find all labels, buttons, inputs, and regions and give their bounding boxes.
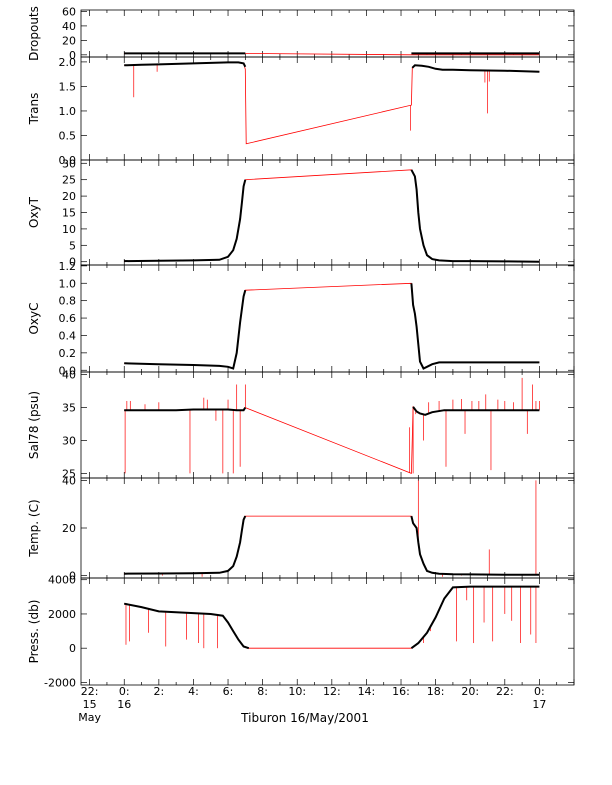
panel-frame	[80, 371, 575, 479]
raw-data-line	[124, 169, 540, 263]
y-tick-label: 2000	[48, 608, 76, 621]
x-tick-label: 22:	[496, 685, 514, 698]
y-tick-label: 40	[62, 20, 76, 33]
y-tick-label: 25	[62, 174, 76, 187]
panel-frame	[80, 56, 575, 161]
x-tick-label: 6:	[223, 685, 234, 698]
y-axis-label: OxyC	[27, 302, 41, 334]
x-tick-label: 14:	[358, 685, 376, 698]
clean-data-line	[124, 61, 247, 68]
panel-frame	[80, 477, 575, 579]
x-tick-label: 8:	[257, 685, 268, 698]
clean-data-line	[124, 602, 250, 650]
clean-data-line	[410, 169, 540, 263]
y-tick-label: 1.0	[59, 277, 77, 290]
panel-frame	[80, 577, 575, 686]
clean-data-line	[124, 179, 247, 263]
clean-data-line	[410, 585, 540, 650]
y-tick-label: 2.0	[59, 56, 77, 69]
y-tick-label: 35	[62, 402, 76, 415]
figure-title: Tiburon 16/May/2001	[240, 711, 369, 725]
panel-frame	[80, 159, 575, 266]
y-axis-label: Sal78 (psu)	[27, 391, 41, 459]
y-axis-label: Trans	[27, 93, 41, 126]
y-tick-label: 4000	[48, 574, 76, 587]
panel-3: 0 5 10 15 20 25 30 OxyT	[27, 157, 575, 269]
y-tick-label: 10	[62, 223, 76, 236]
panels: 0204060Dropouts0.00.51.01.52.0Trans05101…	[27, 5, 575, 689]
raw-data-line	[124, 515, 540, 576]
y-tick-label: 5	[69, 239, 76, 252]
y-tick-label: 1.2	[59, 260, 77, 273]
x-tick-sublabel: 17	[532, 698, 546, 711]
panel-frame	[80, 264, 575, 373]
panel-2: 0.0 0.5 1.0 1.5 2.0 Trans	[27, 56, 575, 167]
x-tick-label: 16:	[392, 685, 410, 698]
x-tick-label: 12:	[323, 685, 341, 698]
y-tick-label: 0.8	[59, 295, 77, 308]
raw-data-line	[124, 282, 540, 370]
y-axis-label: Press. (db)	[27, 600, 41, 664]
clean-data-line	[411, 64, 540, 73]
y-tick-label: 0.0	[59, 154, 77, 167]
panel-5: 25 30 35 40 Sal78 (psu)	[27, 369, 575, 480]
y-tick-label: 20	[62, 34, 76, 47]
y-tick-label: 15	[62, 207, 76, 220]
raw-data-line	[124, 62, 540, 145]
y-tick-label: 40	[62, 369, 76, 382]
y-tick-label: -2000	[44, 676, 76, 689]
y-axis-label: Dropouts	[27, 6, 41, 61]
x-tick-label: 4:	[188, 685, 199, 698]
y-tick-label: 25	[62, 467, 76, 480]
x-tick-label: 22:	[81, 685, 99, 698]
y-tick-label: 1.0	[59, 105, 77, 118]
panel-7: -2000 0 2000 4000 Press. (db)	[27, 574, 575, 689]
x-tick-label: 10:	[288, 685, 306, 698]
x-tick-label: 0:	[534, 685, 545, 698]
clean-data-line	[412, 406, 540, 416]
panel-4: 0.0 0.2 0.4 0.6 0.8 1.0 1.2 OxyC	[27, 260, 575, 377]
x-tick-label: 20:	[461, 685, 479, 698]
y-tick-label: 20	[62, 522, 76, 535]
y-axis-label: Temp. (C)	[27, 499, 41, 557]
clean-data-line	[124, 407, 247, 412]
y-tick-label: 0.4	[59, 329, 77, 342]
y-tick-label: 30	[62, 434, 76, 447]
y-tick-label: 40	[62, 474, 76, 487]
x-tick-label: 2:	[153, 685, 164, 698]
y-tick-label: 0.6	[59, 312, 77, 325]
y-tick-label: 20	[62, 190, 76, 203]
y-tick-label: 0	[69, 49, 76, 62]
x-tick-sublabel: 16	[117, 698, 131, 711]
y-tick-label: 0	[69, 256, 76, 269]
clean-data-line	[410, 515, 540, 576]
raw-data-line	[124, 405, 540, 474]
y-tick-label: 30	[62, 157, 76, 170]
panel-frame	[80, 9, 575, 58]
y-tick-label: 0	[69, 570, 76, 583]
clean-data-line	[124, 515, 247, 575]
x-tick-label: 18:	[427, 685, 445, 698]
y-tick-label: 0.5	[59, 129, 77, 142]
y-tick-label: 60	[62, 5, 76, 18]
y-tick-label: 0.0	[59, 364, 77, 377]
panel-6: 0 20 40 Temp. (C)	[27, 474, 575, 583]
x-tick-sublabel: May	[78, 711, 101, 724]
x-tick-label: 0:	[119, 685, 130, 698]
y-axis-label: OxyT	[27, 196, 41, 228]
x-tick-sublabel: 15	[83, 698, 97, 711]
y-tick-label: 1.5	[59, 80, 77, 93]
clean-data-line	[410, 283, 540, 370]
y-tick-label: 0.2	[59, 347, 77, 360]
clean-data-line	[124, 289, 247, 370]
y-tick-label: 0	[69, 642, 76, 655]
